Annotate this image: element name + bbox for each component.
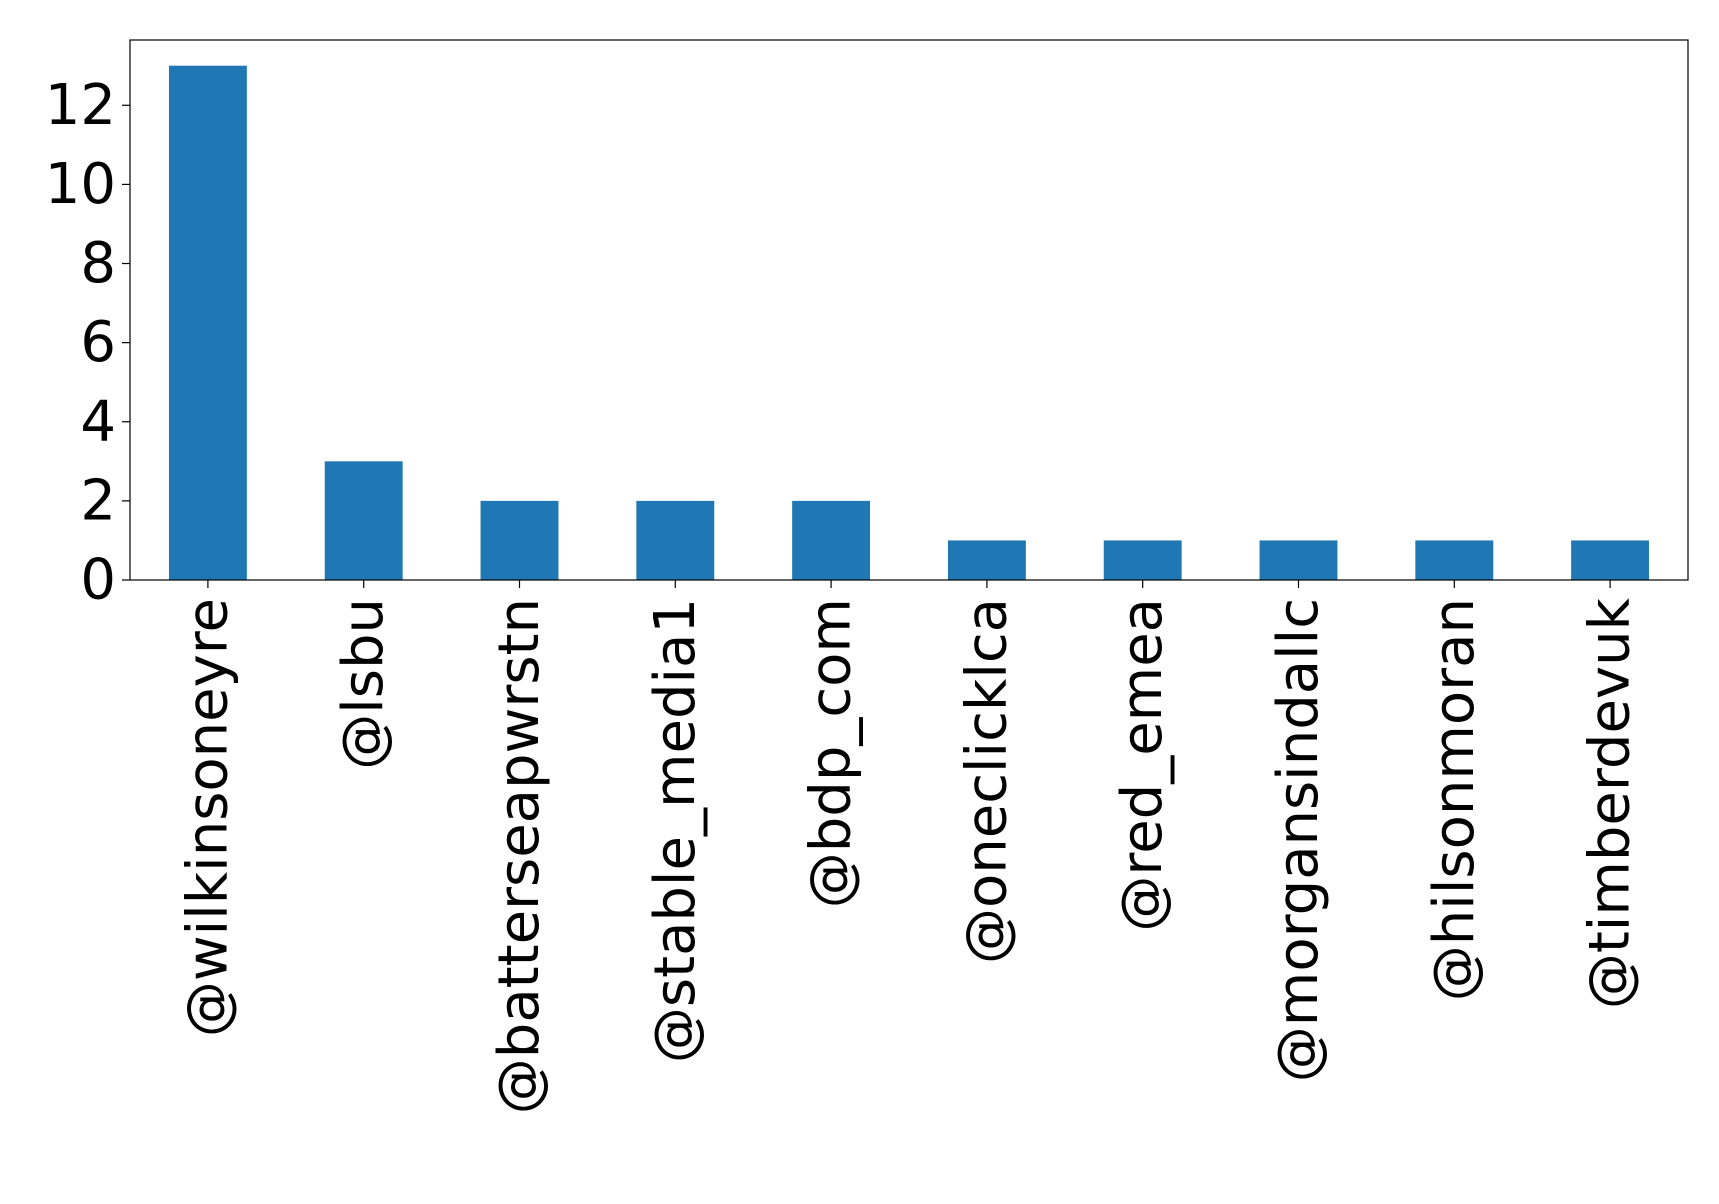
bar-batterseapwrstn [480, 500, 559, 580]
y-tick-label: 0 [80, 548, 116, 613]
y-tick-label: 12 [45, 73, 116, 138]
bar-hilsonmoran [1415, 540, 1494, 580]
bar-morgansindallc [1259, 540, 1338, 580]
y-tick-label: 8 [80, 231, 116, 296]
bar-stable-media1 [636, 500, 715, 580]
bar-bdp-com [792, 500, 871, 580]
x-tick-label: @timberdevuk [1578, 597, 1643, 1009]
y-tick-label: 10 [45, 152, 116, 217]
x-tick-label: @morgansindallc [1266, 598, 1331, 1082]
bars-group [168, 65, 1650, 580]
y-tick-label: 4 [80, 389, 116, 454]
x-tick-label: @batterseapwrstn [487, 598, 552, 1114]
bar-lsbu [324, 461, 403, 580]
x-tick-label: @bdp_com [799, 598, 864, 908]
y-tick-label: 6 [80, 310, 116, 375]
y-tick-label: 2 [80, 468, 116, 533]
x-axis: @wilkinsoneyre @lsbu @batterseapwrstn @stab… [175, 580, 1643, 1114]
plot-frame [129, 39, 1689, 581]
x-tick-label: @hilsonmoran [1422, 598, 1487, 1001]
x-tick-label: @wilkinsoneyre [175, 598, 240, 1037]
x-tick-label: @red_emea [1110, 598, 1175, 932]
bar-timberdevuk [1571, 540, 1650, 580]
x-tick-label: @oneclicklca [954, 598, 1019, 964]
x-tick-label: @lsbu [331, 598, 396, 770]
bar-wilkinsoneyre [168, 65, 247, 580]
bar-oneclicklca [947, 540, 1026, 580]
y-axis: 0 2 4 6 8 10 12 [45, 73, 130, 613]
bar-red-emea [1103, 540, 1182, 580]
x-tick-label: @stable_media1 [643, 598, 708, 1063]
